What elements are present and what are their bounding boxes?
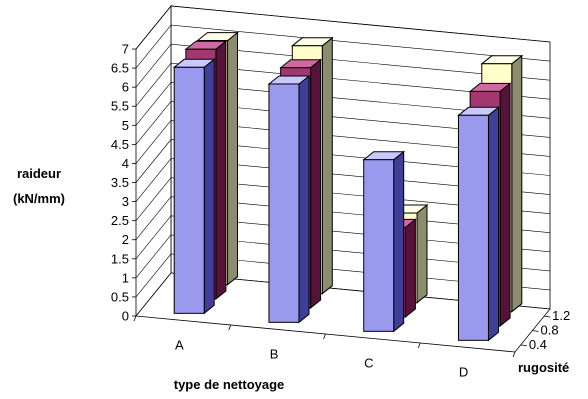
bar-side [488, 106, 499, 342]
gridline [135, 139, 551, 183]
x-tick-label: B [270, 347, 279, 362]
bars-layer [172, 31, 524, 342]
bar-front [457, 114, 489, 341]
y-tick-label: 3.5 [111, 175, 129, 190]
depth-axis-title: rugosité [518, 360, 569, 375]
bar-side [416, 203, 428, 304]
gridline [135, 24, 551, 69]
y-tick-label: 2 [122, 232, 129, 247]
bar-side [227, 31, 238, 286]
y-tick-label: 1.5 [111, 251, 129, 266]
y-tick-label: 5.5 [111, 99, 129, 114]
floor [135, 272, 551, 353]
depth-tick-mark [544, 315, 551, 318]
gridline [135, 43, 551, 88]
grid-layer [132, 4, 551, 358]
depth-tick-label: 0.8 [541, 323, 559, 338]
x-tick-mark [323, 333, 326, 340]
gridline [135, 177, 551, 221]
gridline [135, 120, 551, 164]
y-tick-label: 6.5 [111, 61, 129, 76]
bar-side [203, 58, 215, 315]
bar [172, 58, 216, 315]
bar-side [298, 74, 310, 324]
depth-tick-mark [520, 344, 527, 347]
y-tick-label: 1 [122, 270, 129, 285]
x-tick-label: A [175, 338, 184, 353]
gridline [135, 81, 551, 126]
y-axis-title-line1: raideur [17, 166, 61, 181]
bar-side [499, 82, 511, 328]
labels-layer: 0 0.5 1 1.5 2 2.5 3 3.5 4 4.5 5 5.5 6 6.5 7 A B C D 0.40.81… [111, 42, 570, 380]
y-axis-title-line2: (kN/mm) [13, 191, 65, 206]
gridline [135, 5, 551, 50]
bar-side [393, 150, 405, 333]
bar-side [310, 58, 322, 310]
bar-side [404, 218, 416, 319]
bar-front [173, 66, 205, 314]
depth-tick-label: 1.2 [552, 308, 570, 323]
depth-tick-label: 0.4 [529, 337, 547, 352]
bar [267, 74, 311, 324]
y-tick-label: 2.5 [111, 213, 129, 228]
x-tick-label: C [364, 356, 373, 371]
y-tick-label: 4.5 [111, 137, 129, 152]
x-tick-mark [417, 342, 421, 349]
bar-side [511, 54, 523, 313]
bar-side [215, 40, 227, 301]
x-tick-mark [228, 324, 232, 331]
x-tick-mark [133, 315, 137, 322]
bar-front [268, 83, 300, 323]
depth-tick-mark [532, 330, 539, 332]
y-tick-label: 6 [122, 80, 129, 95]
bar [362, 150, 406, 333]
y-tick-label: 3 [122, 194, 129, 209]
y-tick-label: 0 [122, 309, 129, 324]
bar-front [363, 159, 395, 332]
x-tick-label: D [459, 365, 468, 380]
y-tick-label: 0.5 [111, 289, 129, 304]
gridline [135, 101, 551, 145]
y-tick-label: 4 [122, 156, 129, 171]
gridline [135, 62, 551, 107]
bar-side [321, 36, 333, 295]
x-axis-title: type de nettoyage [174, 377, 285, 392]
bar [457, 106, 500, 342]
gridline [135, 158, 551, 202]
y-tick-label: 5 [122, 118, 129, 133]
y-tick-label: 7 [122, 42, 129, 57]
x-tick-mark [512, 351, 516, 358]
